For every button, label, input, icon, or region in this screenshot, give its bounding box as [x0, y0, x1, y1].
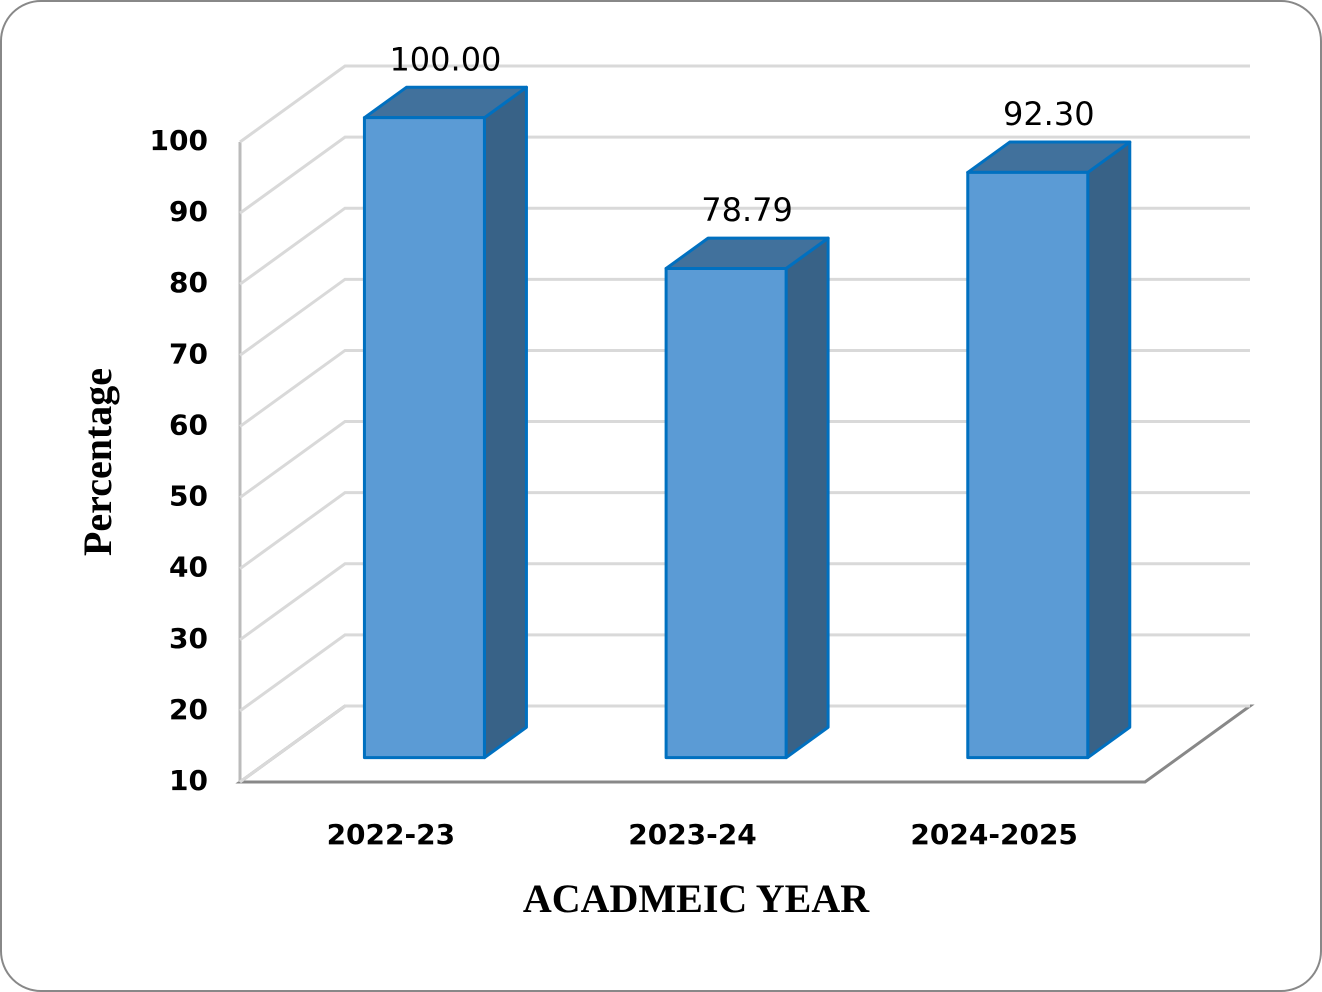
bar	[362, 85, 528, 760]
y-axis-title: Percentage	[75, 368, 120, 556]
y-tick-label: 30	[169, 622, 208, 655]
grid-line	[239, 704, 1250, 784]
grid-line	[239, 135, 1250, 215]
grid-line	[239, 562, 1250, 641]
bar	[966, 140, 1132, 760]
y-tick-label: 80	[169, 266, 208, 299]
grid-line	[239, 633, 1250, 713]
value-label: 100.00	[389, 40, 501, 78]
value-label: 78.79	[701, 191, 793, 229]
bar-side	[1086, 140, 1132, 760]
grid-line	[239, 348, 1250, 428]
bar-front	[362, 116, 486, 760]
y-tick-label: 40	[169, 551, 208, 584]
grid-line	[239, 277, 1250, 357]
bar-side	[784, 236, 830, 760]
y-tick-label: 70	[169, 337, 208, 370]
grid-line	[239, 491, 1250, 570]
grid-line	[239, 420, 1250, 499]
grid-line	[239, 206, 1250, 286]
bar	[664, 236, 830, 760]
x-axis-title: ACADMEIC YEAR	[523, 876, 870, 921]
y-tick-label: 10	[169, 764, 208, 797]
y-tick-label: 100	[150, 124, 208, 157]
y-tick-label: 90	[169, 195, 208, 228]
bar-front	[966, 170, 1090, 760]
y-tick-label: 20	[169, 693, 208, 726]
bar-side	[482, 85, 528, 760]
x-tick-label: 2023-24	[628, 818, 757, 851]
bar-front	[664, 267, 788, 760]
y-tick-label: 60	[169, 408, 208, 441]
x-tick-label: 2024-2025	[910, 818, 1077, 851]
grid-line	[239, 64, 1250, 144]
x-tick-label: 2022-23	[327, 818, 456, 851]
y-tick-label: 50	[169, 480, 208, 513]
value-label: 92.30	[1003, 95, 1095, 133]
